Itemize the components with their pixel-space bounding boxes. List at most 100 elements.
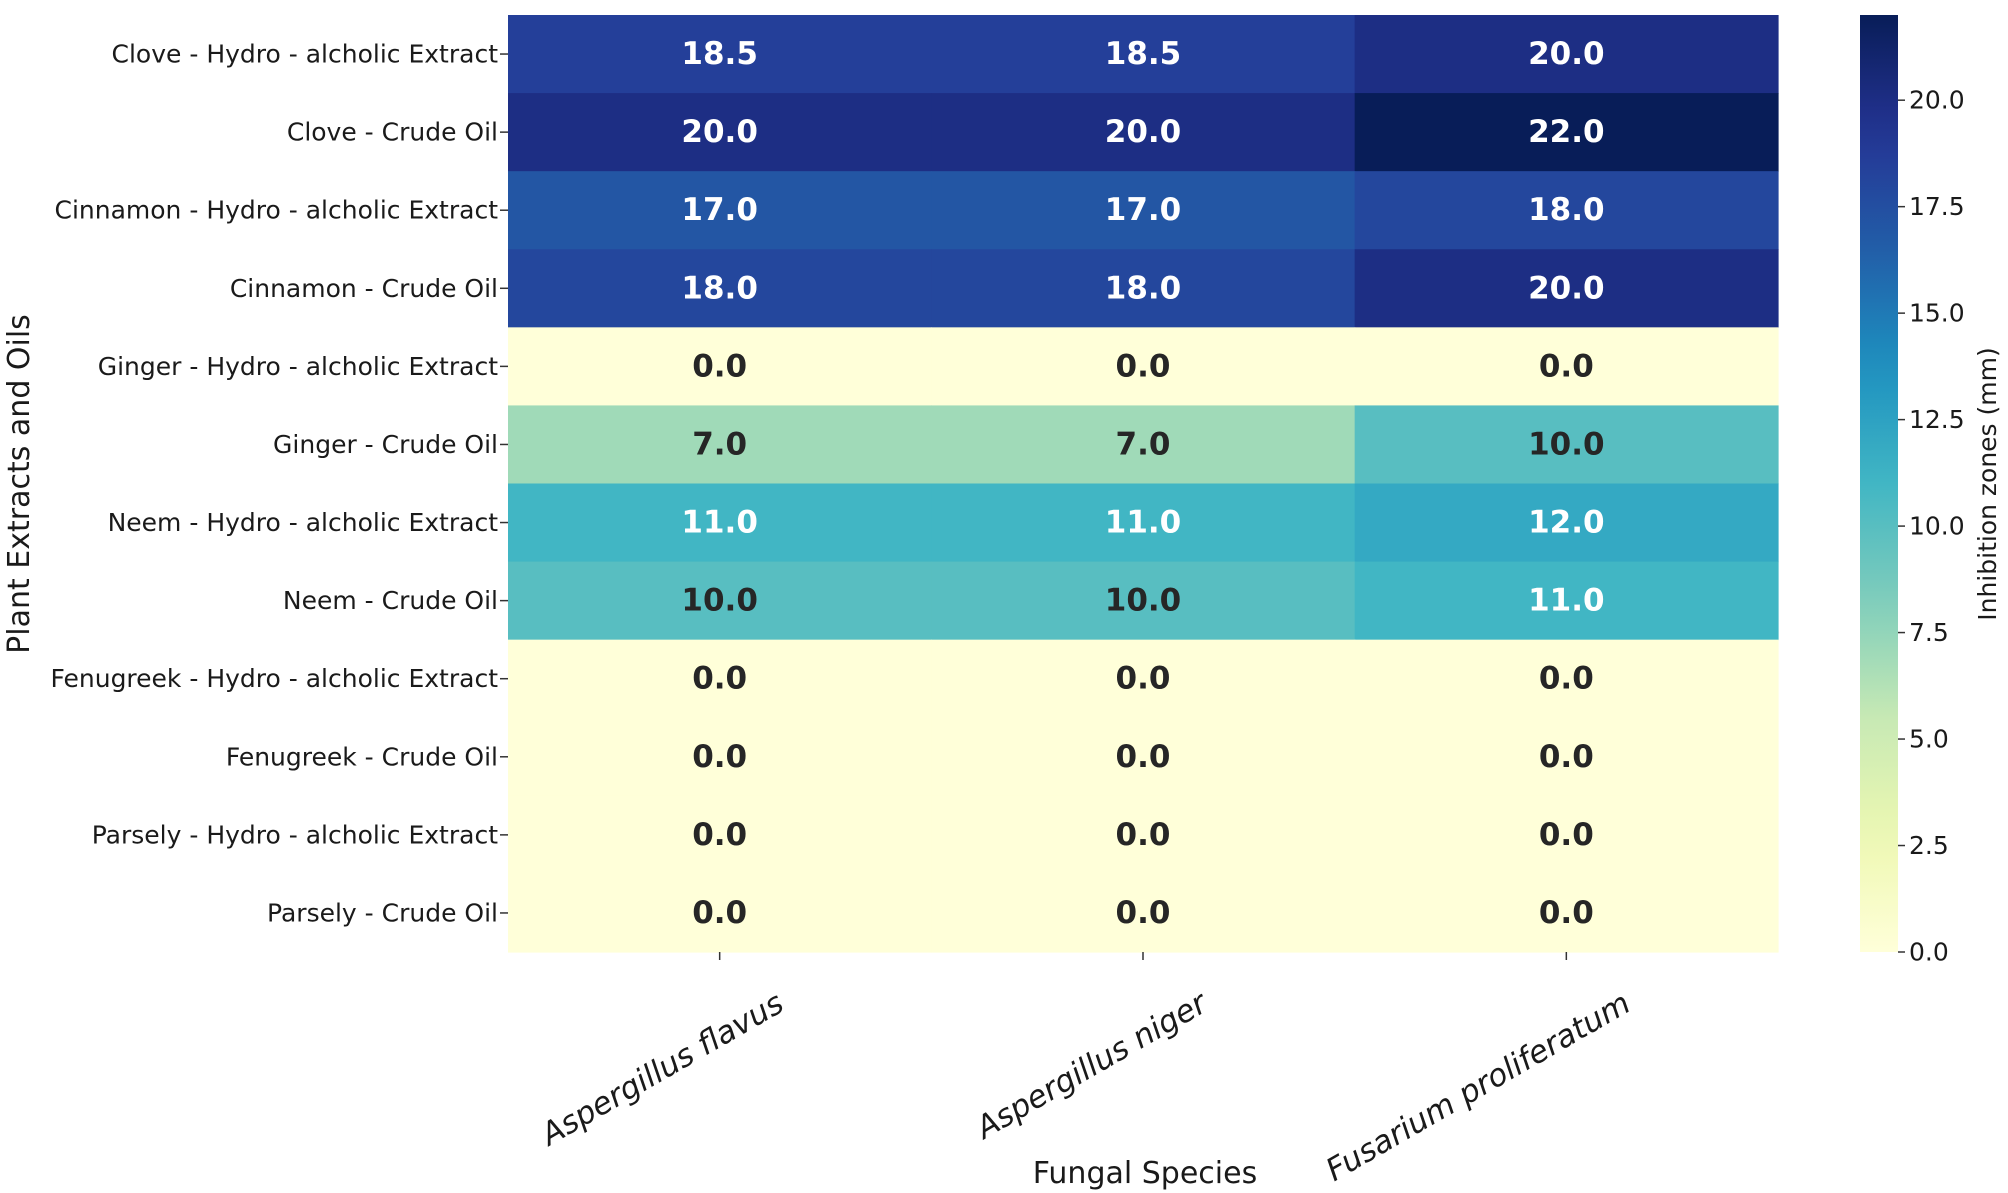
y-tick-label: Parsely - Hydro - alcholic Extract [92,820,498,849]
heatmap-cells: 18.5 18.5 20.0 20.0 20.0 22.0 17.0 17.0 18.0 18.0… [508,15,1779,953]
y-tick-label: Ginger - Hydro - alcholic Extract [98,352,498,381]
cell-value-label: 7.0 [1116,426,1171,462]
cell-value-label: 0.0 [1116,817,1171,853]
heatmap-cell [1354,639,1779,719]
heatmap-cell [508,561,932,641]
cell-value-label: 10.0 [1528,426,1605,462]
heatmap-cell [508,327,932,407]
cell-value-label: 20.0 [1528,36,1605,72]
heatmap-cell [931,171,1356,250]
heatmap-cell [508,483,932,563]
heatmap-cell [508,15,932,94]
x-tick-label: Aspergillus niger [968,984,1215,1147]
colorbar-tick-label: 17.5 [1909,192,1965,221]
heatmap-cell [931,15,1356,94]
heatmap-cell [508,639,932,719]
cell-value-label: 18.0 [1105,270,1182,306]
cell-value-label: 12.0 [1528,505,1605,541]
y-tick-label: Cinnamon - Hydro - alcholic Extract [55,196,499,225]
x-axis-ticks: Aspergillus flavus Aspergillus niger Fusar… [534,952,1637,1189]
heatmap-cell [508,795,932,875]
heatmap-cell [1354,561,1779,641]
heatmap-cell [1354,405,1779,485]
colorbar-tick-label: 7.5 [1909,618,1949,647]
cell-value-label: 0.0 [1116,739,1171,775]
cell-value-label: 18.0 [1528,192,1605,228]
cell-value-label: 0.0 [1116,348,1171,384]
heatmap-cell [931,717,1356,797]
x-axis-label: Fungal Species [1033,1156,1257,1191]
colorbar [1860,15,1898,952]
y-tick-label: Neem - Hydro - alcholic Extract [108,508,499,537]
colorbar-tick-label: 0.0 [1909,938,1949,967]
cell-value-label: 7.0 [692,426,747,462]
x-tick-label: Fusarium proliferatum [1320,985,1637,1189]
cell-value-label: 11.0 [681,505,758,541]
heatmap-cell [508,171,932,250]
cell-value-label: 11.0 [1105,505,1182,541]
heatmap-cell [508,93,932,172]
heatmap-cell [931,639,1356,719]
colorbar-tick-label: 2.5 [1909,831,1949,860]
x-tick-label: Aspergillus flavus [534,985,790,1154]
cell-value-label: 0.0 [692,895,747,931]
cell-value-label: 0.0 [1539,739,1594,775]
heatmap-cell [931,327,1356,407]
cell-value-label: 17.0 [681,192,758,228]
heatmap-cell [931,873,1356,953]
cell-value-label: 11.0 [1528,583,1605,619]
y-tick-label: Ginger - Crude Oil [273,430,498,459]
colorbar-tick-label: 5.0 [1909,725,1949,754]
heatmap-cell [1354,483,1779,563]
heatmap-cell [931,249,1356,328]
colorbar-tick-label: 15.0 [1909,299,1965,328]
heatmap-cell [508,405,932,485]
heatmap-cell [508,717,932,797]
heatmap-cell [1354,717,1779,797]
heatmap-cell [508,873,932,953]
heatmap-cell [1354,93,1779,172]
heatmap-cell [1354,795,1779,875]
y-tick-label: Fenugreek - Hydro - alcholic Extract [50,664,498,693]
heatmap-cell [1354,15,1779,94]
cell-value-label: 0.0 [1116,661,1171,697]
heatmap-cell [931,561,1356,641]
cell-value-label: 17.0 [1105,192,1182,228]
cell-value-label: 18.0 [681,270,758,306]
y-tick-label: Cinnamon - Crude Oil [230,274,498,303]
y-tick-label: Clove - Hydro - alcholic Extract [112,40,499,69]
heatmap-cell [931,483,1356,563]
heatmap-cell [508,249,932,328]
heatmap-cell [1354,327,1779,407]
cell-value-label: 18.5 [681,36,758,72]
colorbar-label: Inhibition zones (mm) [1973,347,2002,621]
y-axis-label: Plant Extracts and Oils [2,314,37,654]
y-tick-label: Parsely - Crude Oil [267,898,498,927]
heatmap-cell [1354,171,1779,250]
colorbar-tick-label: 12.5 [1909,405,1965,434]
y-axis-ticks: Clove - Hydro - alcholic Extract Clove - … [50,40,508,927]
cell-value-label: 0.0 [1539,661,1594,697]
cell-value-label: 22.0 [1528,114,1605,150]
cell-value-label: 0.0 [1539,348,1594,384]
cell-value-label: 0.0 [692,661,747,697]
colorbar-ticks: 0.0 2.5 5.0 7.5 10.0 12.5 15.0 17.5 20.0 [1898,86,1965,967]
y-tick-label: Neem - Crude Oil [283,586,498,615]
colorbar-tick-label: 20.0 [1909,86,1965,115]
colorbar-tick-label: 10.0 [1909,512,1965,541]
cell-value-label: 0.0 [692,348,747,384]
cell-value-label: 0.0 [692,739,747,775]
cell-value-label: 20.0 [1528,270,1605,306]
cell-value-label: 20.0 [681,114,758,150]
y-tick-label: Fenugreek - Crude Oil [226,742,498,771]
cell-value-label: 20.0 [1105,114,1182,150]
cell-value-label: 18.5 [1105,36,1182,72]
y-tick-label: Clove - Crude Oil [287,118,498,147]
heatmap-cell [931,93,1356,172]
cell-value-label: 10.0 [1105,583,1182,619]
cell-value-label: 0.0 [1116,895,1171,931]
heatmap-cell [931,405,1356,485]
heatmap-cell [1354,249,1779,328]
cell-value-label: 10.0 [681,583,758,619]
